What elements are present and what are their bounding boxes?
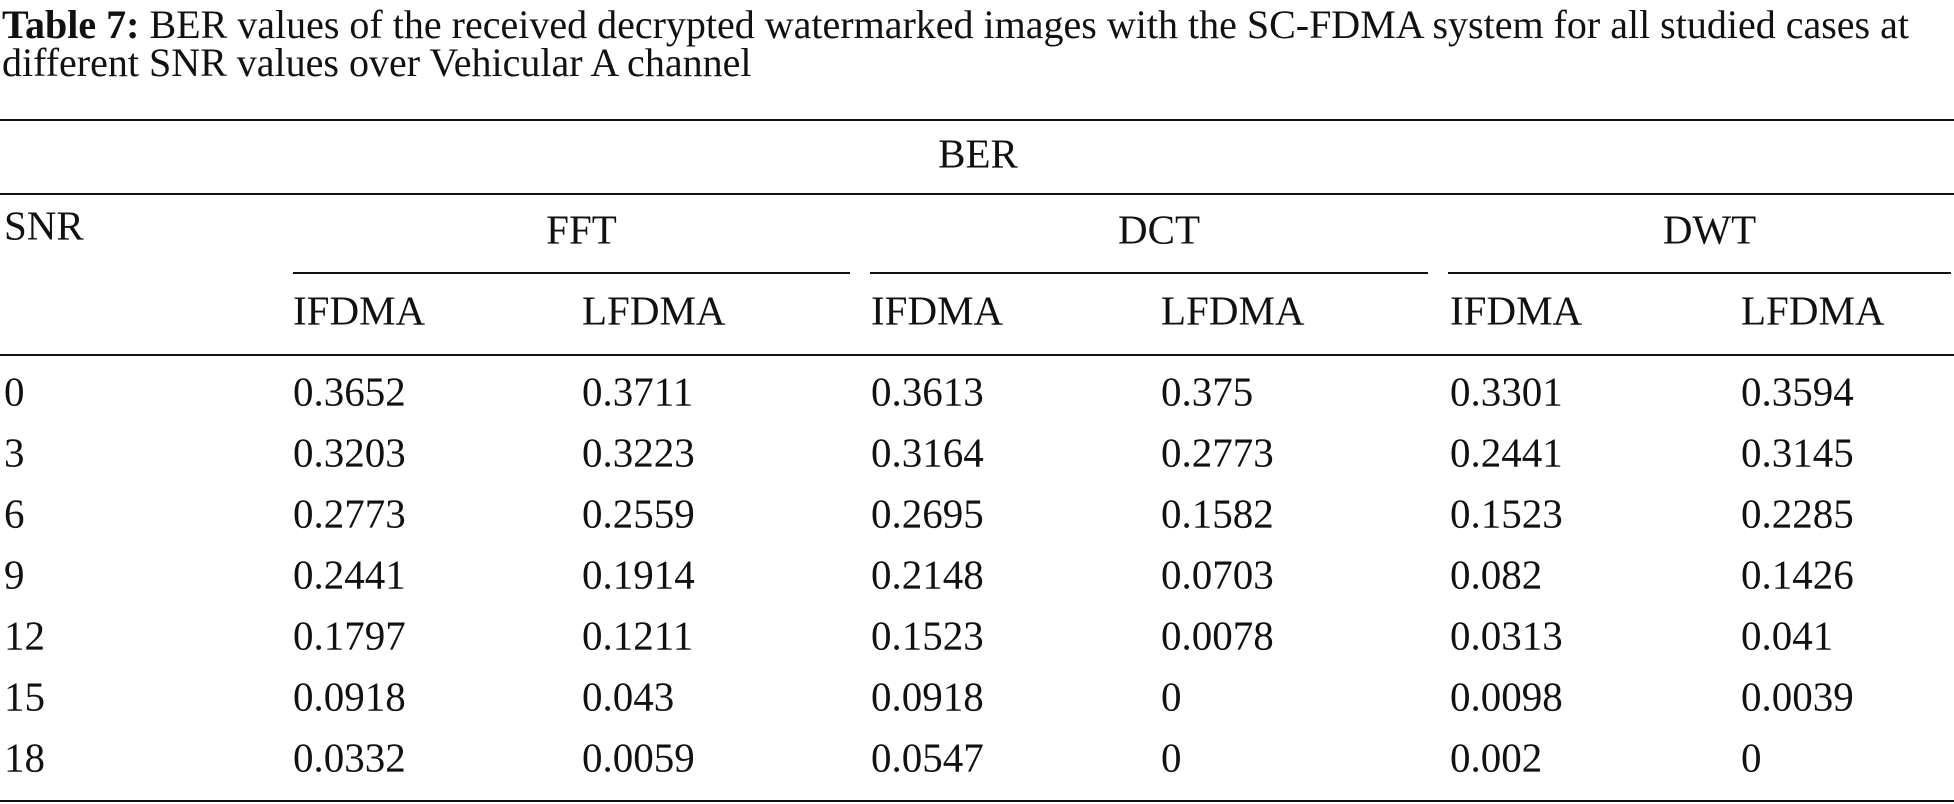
cell: 0.0059 — [582, 734, 695, 780]
top-header: BER — [938, 130, 1018, 176]
cell: 0.0078 — [1161, 612, 1274, 658]
cell: 0.2773 — [293, 490, 406, 536]
row-label: 6 — [4, 490, 25, 536]
caption-text: BER values of the received decrypted wat… — [2, 2, 1909, 85]
cell: 0.3164 — [871, 429, 984, 475]
cell: 0.1523 — [871, 612, 984, 658]
sub-header: LFDMA — [1741, 287, 1885, 333]
sub-header: LFDMA — [1161, 287, 1305, 333]
cell: 0.1914 — [582, 551, 695, 597]
cell: 0.082 — [1450, 551, 1542, 597]
cell: 0.2441 — [1450, 429, 1563, 475]
cell: 0.043 — [582, 673, 674, 719]
cell: 0.3203 — [293, 429, 406, 475]
cell: 0 — [1161, 673, 1182, 719]
cell: 0.0039 — [1741, 673, 1854, 719]
cell: 0.0703 — [1161, 551, 1274, 597]
cell: 0.2285 — [1741, 490, 1854, 536]
sub-header: IFDMA — [871, 287, 1004, 333]
cell: 0.3145 — [1741, 429, 1854, 475]
cell: 0.375 — [1161, 368, 1253, 414]
cell: 0.1426 — [1741, 551, 1854, 597]
cell: 0.2695 — [871, 490, 984, 536]
row-label: 18 — [4, 734, 45, 780]
group-header: DCT — [1118, 206, 1200, 252]
row-label: 3 — [4, 429, 25, 475]
sub-header: IFDMA — [293, 287, 426, 333]
row-label: 15 — [4, 673, 45, 719]
cell: 0.0918 — [293, 673, 406, 719]
cell: 0.0313 — [1450, 612, 1563, 658]
cell: 0.002 — [1450, 734, 1542, 780]
cell: 0.3652 — [293, 368, 406, 414]
cell: 0.2148 — [871, 551, 984, 597]
cell: 0.2559 — [582, 490, 695, 536]
table-caption: Table 7: BER values of the received decr… — [2, 5, 1952, 83]
cell: 0.0918 — [871, 673, 984, 719]
cell: 0.1523 — [1450, 490, 1563, 536]
row-label: 9 — [4, 551, 25, 597]
cell: 0.2441 — [293, 551, 406, 597]
row-header: SNR — [4, 202, 84, 248]
cell: 0.3613 — [871, 368, 984, 414]
group-header: DWT — [1663, 206, 1756, 252]
cell: 0.2773 — [1161, 429, 1274, 475]
row-label: 0 — [4, 368, 25, 414]
cell: 0.041 — [1741, 612, 1833, 658]
cell: 0.0547 — [871, 734, 984, 780]
group-header: FFT — [546, 206, 617, 252]
cell: 0.0332 — [293, 734, 406, 780]
sub-header: IFDMA — [1450, 287, 1583, 333]
cell: 0.3301 — [1450, 368, 1563, 414]
cell: 0.1797 — [293, 612, 406, 658]
cell: 0.1582 — [1161, 490, 1274, 536]
cell: 0.3223 — [582, 429, 695, 475]
cell: 0 — [1741, 734, 1762, 780]
sub-header: LFDMA — [582, 287, 726, 333]
row-label: 12 — [4, 612, 45, 658]
cell: 0.1211 — [582, 612, 693, 658]
cell: 0 — [1161, 734, 1182, 780]
caption-label: Table 7: — [2, 2, 140, 47]
cell: 0.0098 — [1450, 673, 1563, 719]
cell: 0.3594 — [1741, 368, 1854, 414]
cell: 0.3711 — [582, 368, 693, 414]
